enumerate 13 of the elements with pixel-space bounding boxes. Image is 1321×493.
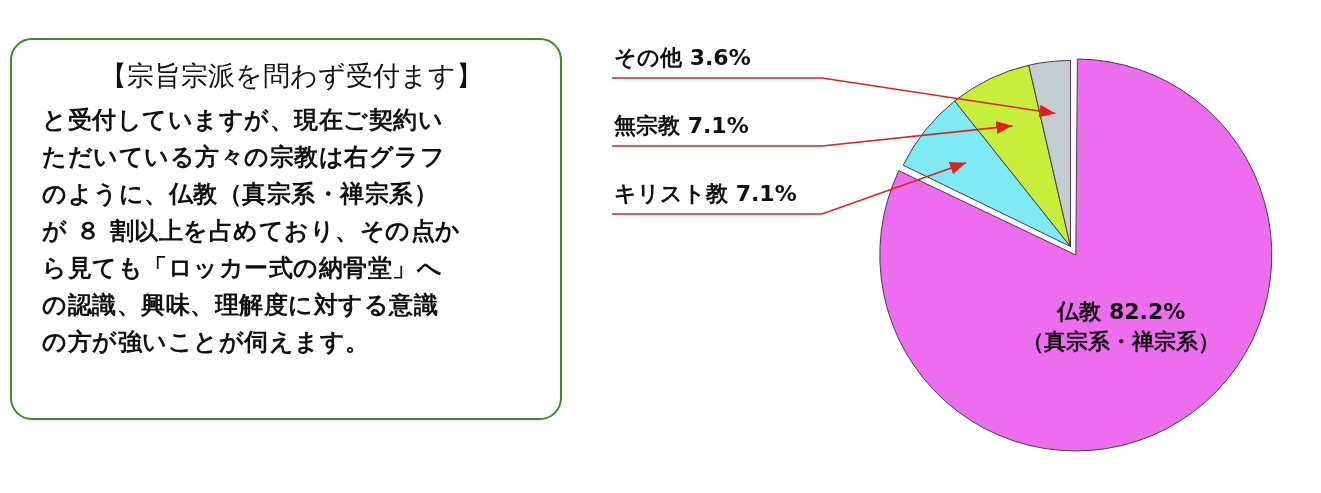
text: が ８ 割以上を占めており、その点か [42, 216, 462, 247]
text: と受付していますが、現在ご契約い [42, 105, 444, 136]
slice-label: キリスト教 7.1% [614, 181, 797, 206]
slice-label: 仏教 82.2% [1056, 299, 1186, 325]
text: ただいている方々の宗教は右グラフ [42, 142, 446, 173]
slice-label: 無宗教 7.1% [613, 113, 749, 138]
text: ら見ても「ロッカー式の納骨堂」へ [42, 253, 443, 284]
text: の認識、興味、理解度に対する意識 [42, 290, 439, 321]
slice-label: その他 3.6% [614, 45, 751, 70]
text: の方が強いことが伺えます。 [42, 327, 371, 358]
text: のように、仏教（真宗系・禅宗系） [42, 179, 439, 210]
text: 【宗旨宗派を問わず受付ます】 [98, 59, 484, 93]
text: （真宗系・禅宗系） [1022, 329, 1221, 355]
